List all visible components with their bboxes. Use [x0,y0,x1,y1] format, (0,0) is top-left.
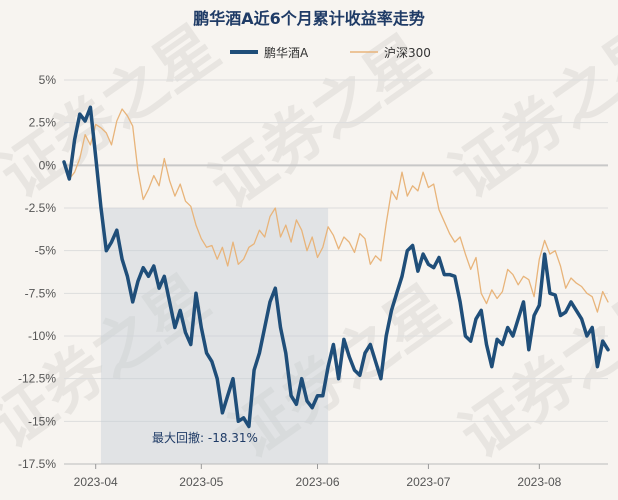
x-axis: 2023-042023-052023-062023-072023-082023-… [64,463,608,489]
y-tick-label: -15% [28,414,56,428]
y-tick-label: 2.5% [29,116,57,130]
y-tick-label: -7.5% [25,286,57,300]
y-tick-label: 5% [39,73,57,87]
x-tick-label: 2023-06 [295,475,339,489]
max-drawdown-area [100,208,329,464]
x-tick-label: 2023-04 [74,475,118,489]
y-tick-label: -10% [28,329,56,343]
y-tick-label: -2.5% [25,201,57,215]
series-line-fund [62,105,610,429]
y-tick-label: 0% [39,158,57,172]
series-line-index [63,108,609,313]
y-tick-label: -12.5% [18,372,56,386]
x-tick-label: 2023-07 [406,475,450,489]
legend: 鹏华酒A 沪深300 [230,46,431,60]
x-tick-label: 2023-05 [179,475,223,489]
series-lines [62,105,610,429]
max-drawdown-label: 最大回撤: -18.31% [152,430,258,445]
y-tick-label: -5% [35,244,57,258]
x-tick-label: 2023-08 [517,475,561,489]
legend-label-index: 沪深300 [384,46,431,60]
y-axis: 5% 2.5% 0% -2.5% -5% -7.5% -10% -12.5% -15% -17.5… [18,73,56,471]
gridlines [64,79,608,465]
chart-title: 鹏华酒A近6个月累计收益率走势 [193,9,425,28]
max-drawdown-shade [100,208,329,464]
y-tick-label: -17.5% [18,457,56,471]
legend-label-fund: 鹏华酒A [264,46,309,60]
